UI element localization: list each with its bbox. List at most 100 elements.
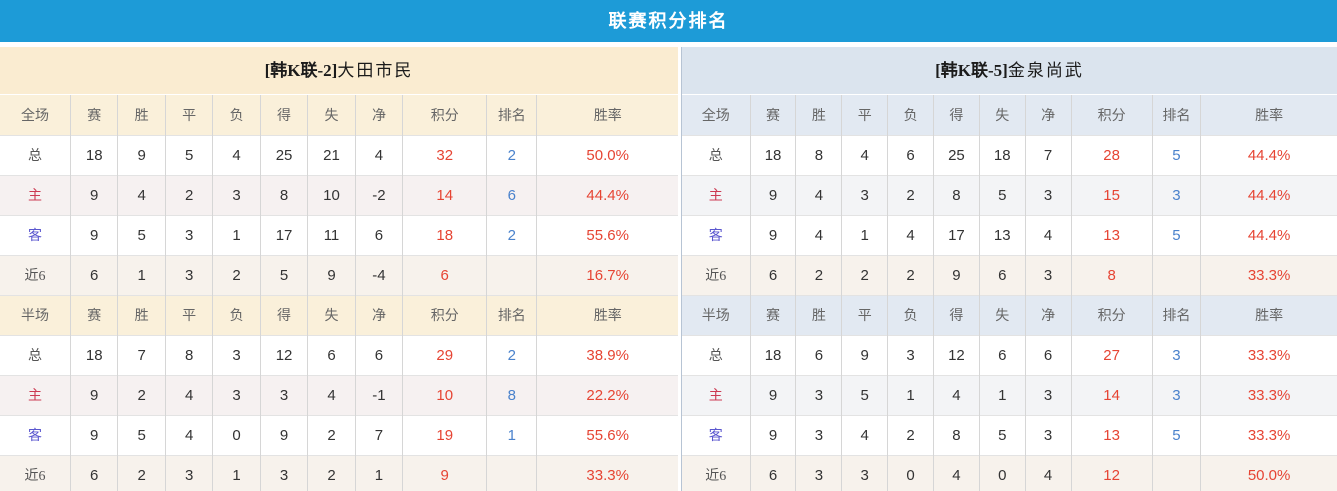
column-header: 失 [978,294,1026,335]
stat-cell: -4 [354,254,403,295]
stats-row: 总 18 9 5 4 25 21 4 32 2 50.0% [0,134,678,175]
column-header: 积分 [402,95,487,135]
stats-row: 总 18 6 9 3 12 6 6 27 3 33.3% [682,334,1337,375]
column-header: 净 [1024,95,1072,135]
column-header: 排名 [486,294,537,335]
stat-cell: 2 [795,254,842,295]
row-label: 近6 [0,454,71,491]
stat-cell: 1 [978,374,1026,415]
rank-cell: 2 [486,134,537,175]
stats-row: 主 9 3 5 1 4 1 3 14 3 33.3% [682,374,1337,415]
stat-cell: 6 [354,214,403,255]
stat-cell: 25 [932,134,980,175]
stat-cell: 4 [795,174,842,215]
column-header: 净 [354,294,403,335]
column-header: 赛 [749,294,796,335]
stat-cell: 9 [69,174,118,215]
stat-cell: 7 [117,334,166,375]
page-title: 联赛积分排名 [0,0,1337,42]
column-header: 全场 [682,95,751,135]
stat-cell: 4 [841,414,888,455]
stat-cell: 1 [354,454,403,491]
column-header: 得 [259,95,308,135]
stat-cell: 9 [841,334,888,375]
column-header: 胜率 [536,294,678,335]
stats-row: 总 18 7 8 3 12 6 6 29 2 38.9% [0,334,678,375]
row-label: 客 [0,214,71,255]
row-label: 客 [682,414,751,455]
column-header: 胜 [117,294,166,335]
stat-cell: 25 [259,134,308,175]
stat-cell: 0 [978,454,1026,491]
away-team-stats-table: 全场赛胜平负得失净积分 排名 胜率总 18 8 4 6 25 18 7 28 5 44.4% 主 9 4 3 2 8… [682,95,1337,491]
stat-cell: 3 [164,214,213,255]
stat-cell: 6 [978,254,1026,295]
points-cell: 12 [1070,454,1153,491]
rank-cell: 5 [1151,134,1201,175]
stats-row: 近6 6 2 3 1 3 2 1 9 33.3% [0,454,678,491]
stat-cell: 18 [749,334,796,375]
stat-cell: 9 [749,374,796,415]
column-header: 排名 [1151,294,1201,335]
stats-row: 主 9 4 2 3 8 10 -2 14 6 44.4% [0,174,678,215]
stat-cell: 3 [841,454,888,491]
points-cell: 13 [1070,214,1153,255]
rank-cell [1151,454,1201,491]
stat-cell: 12 [932,334,980,375]
stat-cell: 5 [164,134,213,175]
stat-cell: 4 [164,374,213,415]
stat-cell: 18 [69,134,118,175]
stat-cell: 2 [887,254,934,295]
stat-cell: 3 [164,454,213,491]
stat-cell: 10 [307,174,356,215]
stat-cell: 6 [887,134,934,175]
stat-cell: 7 [1024,134,1072,175]
points-cell: 14 [1070,374,1153,415]
home-team-league-tag: [韩K联-2] [264,61,338,80]
rank-cell: 3 [1151,334,1201,375]
rank-cell [486,254,537,295]
stat-cell: 3 [1024,414,1072,455]
stat-cell: 18 [978,134,1026,175]
row-label: 近6 [682,454,751,491]
stat-cell: 3 [1024,374,1072,415]
column-header: 胜 [117,95,166,135]
winrate-cell: 50.0% [1200,454,1337,491]
stat-cell: 4 [212,134,261,175]
stat-cell: 6 [978,334,1026,375]
column-header: 排名 [486,95,537,135]
stat-cell: 3 [164,254,213,295]
winrate-cell: 33.3% [1200,374,1337,415]
column-header: 胜率 [536,95,678,135]
stat-cell: 6 [1024,334,1072,375]
rank-cell: 5 [1151,214,1201,255]
stat-cell: 5 [117,214,166,255]
stat-cell: 2 [307,454,356,491]
points-cell: 29 [402,334,487,375]
stat-cell: 0 [212,414,261,455]
row-label: 总 [0,334,71,375]
stat-cell: 9 [932,254,980,295]
stat-cell: 3 [1024,254,1072,295]
stats-row: 总 18 8 4 6 25 18 7 28 5 44.4% [682,134,1337,175]
stat-cell: 6 [795,334,842,375]
stat-cell: 8 [932,414,980,455]
stat-cell: 9 [749,414,796,455]
points-cell: 13 [1070,414,1153,455]
column-header: 平 [841,294,888,335]
home-team-stats-table: 全场赛胜平负得失净积分 排名 胜率总 18 9 5 4 25 21 4 32 2 50.0% 主 9 4 2 3 8… [0,95,678,491]
column-header: 半场 [0,294,71,335]
column-header: 负 [212,294,261,335]
stat-cell: 1 [212,454,261,491]
stats-row: 主 9 2 4 3 3 4 -1 10 8 22.2% [0,374,678,415]
column-header: 负 [212,95,261,135]
stat-cell: 5 [117,414,166,455]
stat-cell: 3 [212,374,261,415]
column-header: 失 [978,95,1026,135]
column-header: 排名 [1151,95,1201,135]
stat-cell: 0 [887,454,934,491]
stat-cell: 21 [307,134,356,175]
row-label: 总 [682,134,751,175]
stat-cell: 9 [69,414,118,455]
